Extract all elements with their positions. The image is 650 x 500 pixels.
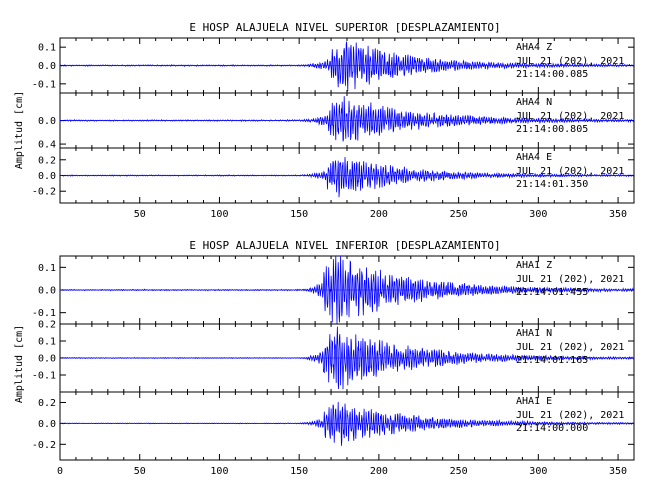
lower-panel-2-ytick-label: 0.0 [38, 354, 56, 365]
upper-xtick-label: 250 [450, 209, 468, 220]
lower-figure-title: E HOSP ALAJUELA NIVEL INFERIOR [DESPLAZA… [189, 239, 500, 252]
upper-panel-2-station-label: AHA4 N [516, 97, 552, 108]
upper-figure-title: E HOSP ALAJUELA NIVEL SUPERIOR [DESPLAZA… [189, 21, 500, 34]
lower-panel-2-trace [59, 326, 635, 390]
upper-xtick-label: 50 [134, 209, 146, 220]
lower-panel-1-ytick-label: 0.1 [38, 263, 56, 274]
lower-xtick-label: 200 [370, 466, 388, 477]
upper-seismogram-group: 0.1 0.0 -0.1 AHA4 Z JUL 21 (202), 2021 21:14:… [32, 37, 635, 220]
lower-panel-2-ytick-label: 0.1 [38, 337, 56, 348]
upper-xtick-label: 100 [210, 209, 228, 220]
upper-panel-1-trace [59, 41, 635, 92]
lower-panel-1-ytick-label: -0.1 [32, 308, 56, 319]
lower-panel-3-trace [59, 401, 635, 446]
lower-xtick-label: 300 [529, 466, 547, 477]
upper-panel-3-ytick-label: 0.4 [38, 140, 56, 151]
upper-xtick-label: 350 [609, 209, 627, 220]
lower-xtick-label: 150 [290, 466, 308, 477]
lower-panel-3-time-label: 21:14:00.000 [516, 423, 588, 434]
lower-panel-2-ytick-label: -0.1 [32, 371, 56, 382]
upper-panel-2-time-label: 21:14:00.805 [516, 124, 588, 135]
upper-panel-3-ytick-label: 0.0 [38, 171, 56, 182]
lower-xtick-label: 50 [134, 466, 146, 477]
lower-panel-1-trace [59, 255, 635, 324]
lower-panel-3-date-label: JUL 21 (202), 2021 [516, 410, 624, 421]
lower-panel-2-time-label: 21:14:01.165 [516, 355, 588, 366]
upper-panel-1-date-label: JUL 21 (202), 2021 [516, 56, 624, 67]
upper-xtick-label: 200 [370, 209, 388, 220]
lower-panel-1-station-label: AHA1 Z [516, 260, 552, 271]
lower-xtick-label: 250 [450, 466, 468, 477]
lower-y-axis-label: Amplitud [cm] [14, 325, 25, 403]
lower-seismogram-group: 0.1 0.0 -0.1 AHA1 Z JUL 21 (202), 2021 21:14:… [32, 255, 635, 477]
upper-panel-3-time-label: 21:14:01.350 [516, 179, 588, 190]
upper-xtick-label: 150 [290, 209, 308, 220]
upper-panel-3-ytick-label: -0.2 [32, 187, 56, 198]
upper-panel-3-date-label: JUL 21 (202), 2021 [516, 166, 624, 177]
upper-panel-1-ytick-label: 0.1 [38, 43, 56, 54]
upper-panel-2-date-label: JUL 21 (202), 2021 [516, 111, 624, 122]
upper-panel-2-trace [59, 96, 635, 142]
lower-panel-1-date-label: JUL 21 (202), 2021 [516, 274, 624, 285]
lower-xtick-label: 100 [210, 466, 228, 477]
upper-panel-3-station-label: AHA4 E [516, 152, 552, 163]
upper-panel-1-time-label: 21:14:00.085 [516, 69, 588, 80]
lower-xtick-label: 350 [609, 466, 627, 477]
upper-panel-3-trace [60, 156, 635, 198]
lower-panel-1-time-label: 21:14:01.455 [516, 287, 588, 298]
lower-panel-3-ytick-label: -0.2 [32, 440, 56, 451]
lower-panel-1-ytick-label: 0.0 [38, 286, 56, 297]
upper-panel-3-ytick-label: 0.2 [38, 155, 56, 166]
lower-panel-2-ytick-label: 0.2 [38, 320, 56, 331]
lower-panel-2-date-label: JUL 21 (202), 2021 [516, 342, 624, 353]
lower-panel-3-ytick-label: 0.0 [38, 419, 56, 430]
lower-xtick-label: 0 [57, 466, 63, 477]
upper-panel-2-ytick-label: 0.0 [38, 116, 56, 127]
upper-panel-1-ytick-label: -0.1 [32, 79, 56, 90]
upper-panel-1-station-label: AHA4 Z [516, 42, 552, 53]
upper-y-axis-label: Amplitud [cm] [14, 91, 25, 169]
lower-panel-3-station-label: AHA1 E [516, 396, 552, 407]
lower-panel-2-station-label: AHA1 N [516, 328, 552, 339]
upper-xtick-label: 300 [529, 209, 547, 220]
lower-panel-3-ytick-label: 0.2 [38, 398, 56, 409]
upper-panel-1-ytick-label: 0.0 [38, 61, 56, 72]
